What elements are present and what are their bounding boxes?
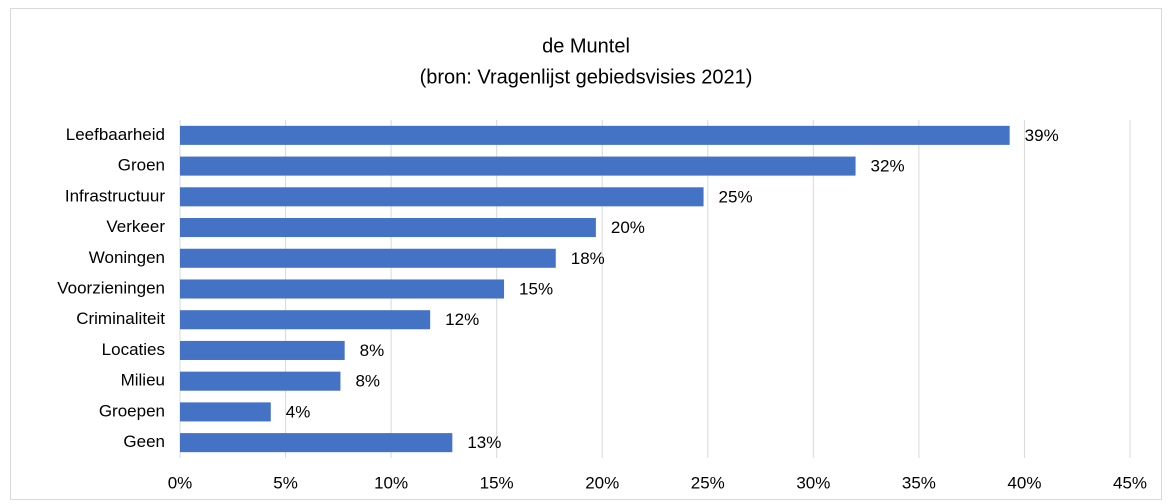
value-label: 4%: [286, 402, 311, 421]
x-tick-label: 20%: [585, 473, 619, 492]
value-label: 8%: [355, 372, 380, 391]
y-tick-label: Geen: [123, 432, 165, 451]
chart-title: de Muntel: [542, 35, 630, 57]
x-tick-label: 15%: [480, 473, 514, 492]
value-label: 32%: [871, 157, 905, 176]
bar: [180, 218, 596, 238]
x-tick-label: 40%: [1007, 473, 1041, 492]
y-tick-label: Leefbaarheid: [66, 125, 165, 144]
value-label: 12%: [445, 310, 479, 329]
x-tick-label: 35%: [902, 473, 936, 492]
bar: [180, 125, 1010, 145]
y-tick-label: Milieu: [121, 371, 165, 390]
value-label: 15%: [519, 279, 553, 298]
x-tick-label: 5%: [273, 473, 298, 492]
x-tick-label: 25%: [691, 473, 725, 492]
value-label: 18%: [571, 249, 605, 268]
bar: [180, 371, 341, 391]
y-tick-label: Verkeer: [106, 217, 165, 236]
bar: [180, 310, 431, 330]
value-label: 8%: [360, 341, 385, 360]
bar: [180, 156, 856, 176]
y-tick-label: Groepen: [99, 401, 165, 420]
bar: [180, 279, 505, 299]
y-tick-label: Groen: [118, 156, 165, 175]
bar: [180, 248, 556, 268]
bar: [180, 433, 453, 453]
y-tick-label: Criminaliteit: [76, 309, 165, 328]
x-tick-label: 0%: [168, 473, 193, 492]
x-tick-label: 45%: [1113, 473, 1147, 492]
bar: [180, 402, 271, 422]
value-label: 13%: [467, 433, 501, 452]
bar: [180, 340, 345, 360]
y-tick-label: Infrastructuur: [65, 186, 165, 205]
y-tick-label: Woningen: [89, 248, 165, 267]
y-tick-label: Locaties: [102, 340, 165, 359]
value-label: 20%: [611, 218, 645, 237]
bar: [180, 187, 704, 207]
x-tick-label: 30%: [796, 473, 830, 492]
y-tick-label: Voorzieningen: [57, 278, 165, 297]
value-label: 39%: [1025, 126, 1059, 145]
x-tick-label: 10%: [374, 473, 408, 492]
value-label: 25%: [719, 187, 753, 206]
chart-subtitle: (bron: Vragenlijst gebiedsvisies 2021): [420, 66, 753, 88]
